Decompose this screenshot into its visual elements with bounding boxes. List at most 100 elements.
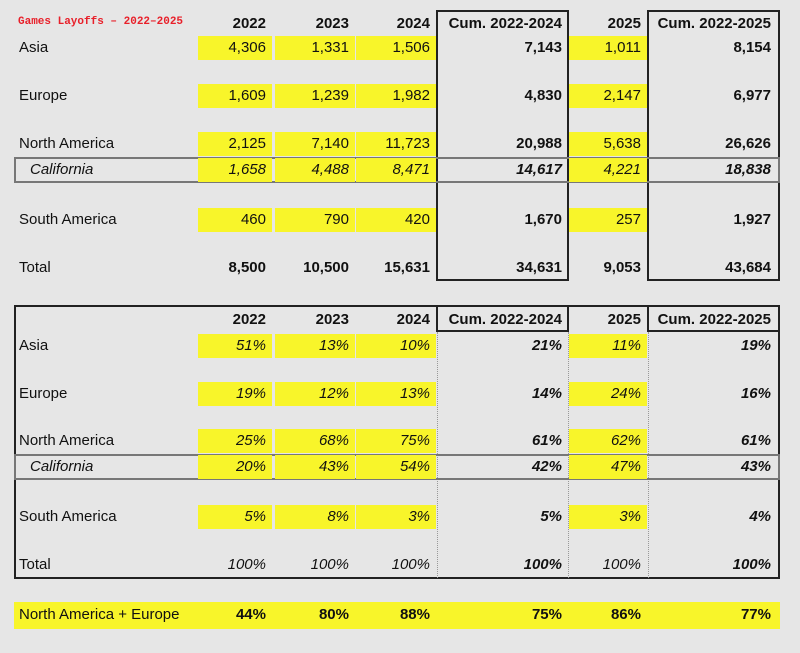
column-header: Cum. 2022-2025 <box>657 15 771 32</box>
table-cell: 1,239 <box>275 84 355 108</box>
table-cell: 13% <box>275 334 355 358</box>
table-cell: 4,221 <box>569 158 647 182</box>
table-cell: 13% <box>356 382 436 406</box>
table-cell: 100% <box>227 556 266 573</box>
table-cell: 9,053 <box>603 259 641 276</box>
row-label: California <box>30 458 94 475</box>
table-cell: 43% <box>740 458 771 475</box>
table-cell: 24% <box>569 382 647 406</box>
table-cell: 51% <box>198 334 272 358</box>
share-cum-2022-2024-header-box <box>436 305 569 332</box>
table-cell: 100% <box>523 556 562 573</box>
table-cell: 8,500 <box>228 259 266 276</box>
table-cell: 14% <box>531 385 562 402</box>
table-cell: 21% <box>531 337 562 354</box>
column-header: 2023 <box>315 15 349 32</box>
table-cell: 16% <box>740 385 771 402</box>
table-cell: 7,140 <box>275 132 355 156</box>
table-cell: 77% <box>740 606 771 623</box>
table-cell: 460 <box>198 208 272 232</box>
column-header: 2024 <box>396 15 430 32</box>
table-cell: 43% <box>275 455 355 479</box>
table-cell: 4% <box>749 508 771 525</box>
table-cell: 100% <box>310 556 349 573</box>
table-cell: 1,011 <box>569 36 647 60</box>
table-cell: 8,154 <box>733 39 771 56</box>
table-cell: 100% <box>732 556 771 573</box>
table-cell: 1,982 <box>356 84 436 108</box>
table-cell: 75% <box>356 429 436 453</box>
table-cell: 1,670 <box>524 211 562 228</box>
table-cell: 2,125 <box>198 132 272 156</box>
table-cell: 47% <box>569 455 647 479</box>
table-cell: 20,988 <box>516 135 562 152</box>
table-cell: 420 <box>356 208 436 232</box>
cum-2022-2025-box-top <box>647 10 780 281</box>
row-label: Asia <box>19 337 49 354</box>
column-header: Cum. 2022-2025 <box>657 311 771 328</box>
table-cell: 8% <box>275 505 355 529</box>
row-label: California <box>30 161 94 178</box>
table-cell: 14,617 <box>516 161 562 178</box>
table-cell: 19% <box>198 382 272 406</box>
table-cell: 42% <box>531 458 562 475</box>
table-cell: 62% <box>569 429 647 453</box>
table-cell: 11% <box>569 334 647 358</box>
row-label: South America <box>19 508 117 525</box>
table-cell: 4,830 <box>524 87 562 104</box>
table-cell: 1,927 <box>733 211 771 228</box>
column-header: 2022 <box>232 311 266 328</box>
table-cell: 100% <box>602 556 641 573</box>
column-header: Cum. 2022-2024 <box>448 311 562 328</box>
table-cell: 1,658 <box>198 158 272 182</box>
table-cell: 61% <box>740 432 771 449</box>
table-cell: 68% <box>275 429 355 453</box>
table-cell: 25% <box>198 429 272 453</box>
table-cell: 6,977 <box>733 87 771 104</box>
table-cell: 26,626 <box>725 135 771 152</box>
table-cell: 5,638 <box>569 132 647 156</box>
row-label: North America + Europe <box>19 606 180 623</box>
row-label: Total <box>19 556 51 573</box>
table-cell: 1,331 <box>275 36 355 60</box>
column-header: Cum. 2022-2024 <box>448 15 562 32</box>
share-table-box <box>14 305 780 579</box>
table-cell: 1,609 <box>198 84 272 108</box>
table-cell: 18,838 <box>725 161 771 178</box>
table-cell: 257 <box>569 208 647 232</box>
table-cell: 10% <box>356 334 436 358</box>
row-label: Total <box>19 259 51 276</box>
table-cell: 54% <box>356 455 436 479</box>
table-cell: 7,143 <box>524 39 562 56</box>
column-header: 2024 <box>396 311 430 328</box>
table-cell: 4,306 <box>198 36 272 60</box>
table-cell: 10,500 <box>303 259 349 276</box>
table-cell: 80% <box>318 606 349 623</box>
row-label: Asia <box>19 39 49 56</box>
share-cum-2022-2025-header-box <box>647 305 780 332</box>
table-cell: 15,631 <box>384 259 430 276</box>
table-cell: 5% <box>198 505 272 529</box>
table-cell: 88% <box>399 606 430 623</box>
table-cell: 100% <box>391 556 430 573</box>
table-cell: 8,471 <box>356 158 436 182</box>
row-label: South America <box>19 211 117 228</box>
table-cell: 12% <box>275 382 355 406</box>
table-cell: 790 <box>275 208 355 232</box>
table-cell: 20% <box>198 455 272 479</box>
table-cell: 86% <box>610 606 641 623</box>
table-cell: 3% <box>569 505 647 529</box>
column-header: 2025 <box>607 15 641 32</box>
table-cell: 43,684 <box>725 259 771 276</box>
table-cell: 3% <box>356 505 436 529</box>
column-header: 2023 <box>315 311 349 328</box>
table-cell: 75% <box>531 606 562 623</box>
table-cell: 11,723 <box>356 132 436 156</box>
row-label: Europe <box>19 87 68 104</box>
row-label: North America <box>19 135 115 152</box>
table-cell: 34,631 <box>516 259 562 276</box>
table-cell: 1,506 <box>356 36 436 60</box>
table-cell: 61% <box>531 432 562 449</box>
table-cell: 44% <box>235 606 266 623</box>
row-label: Europe <box>19 385 68 402</box>
